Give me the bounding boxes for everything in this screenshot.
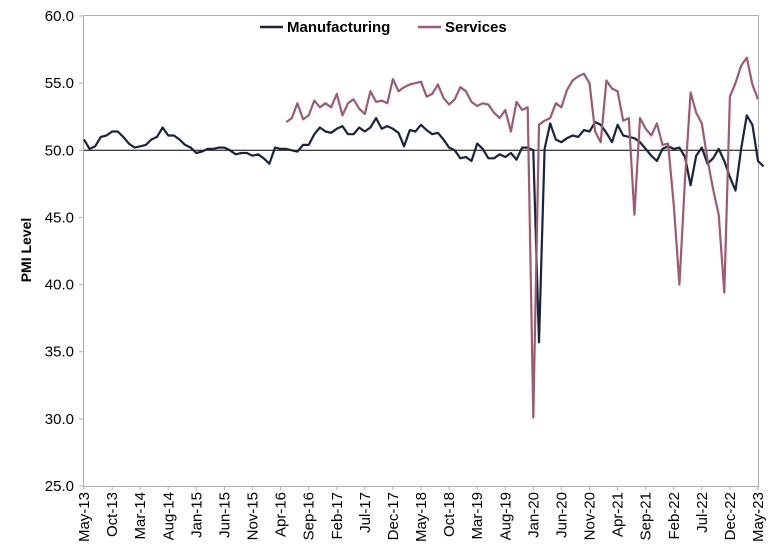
x-tick-label: May-13 — [76, 492, 93, 542]
series-lines — [83, 56, 765, 419]
x-tick-label: Oct-13 — [104, 492, 121, 537]
y-tick-label: 60.0 — [45, 8, 74, 25]
x-tick-label: Sep-21 — [638, 492, 655, 540]
x-tick-label: Apr-21 — [610, 492, 627, 537]
x-tick-label: Feb-17 — [329, 492, 346, 540]
y-tick-label: 25.0 — [45, 478, 74, 495]
x-tick-label: Oct-18 — [441, 492, 458, 537]
x-tick-label: Jun-20 — [553, 492, 570, 538]
x-tick-label: Apr-16 — [273, 492, 290, 537]
x-tick-label: Nov-20 — [582, 492, 599, 540]
x-tick-label: Jul-17 — [357, 492, 374, 533]
y-axis-title: PMI Level — [18, 218, 34, 283]
x-axis: May-13 Oct-13 Mar-14 Aug-14 Jan-15 Jun-15 Nov-… — [76, 486, 767, 542]
x-tick-label: Dec-22 — [722, 492, 739, 540]
series-line-services — [285, 56, 760, 419]
x-tick-label: Nov-15 — [245, 492, 262, 540]
x-tick-label: Jun-15 — [216, 492, 233, 538]
y-tick-label: 40.0 — [45, 277, 74, 294]
x-tick-label: Dec-17 — [385, 492, 402, 540]
x-tick-label: Sep-16 — [301, 492, 318, 540]
plot-area-frame — [83, 15, 759, 487]
y-axis: 25.0 30.0 35.0 40.0 45.0 50.0 55.0 60.0 — [45, 8, 84, 495]
x-tick-label: Jul-22 — [694, 492, 711, 533]
legend-label-services: Services — [445, 19, 507, 36]
y-tick-label: 45.0 — [45, 209, 74, 226]
y-tick-label: 35.0 — [45, 344, 74, 361]
x-tick-label: Aug-14 — [160, 492, 177, 540]
y-tick-label: 55.0 — [45, 75, 74, 92]
legend-label-manufacturing: Manufacturing — [287, 19, 390, 36]
x-tick-label: Jan-20 — [525, 492, 542, 538]
legend: Manufacturing Services — [260, 19, 507, 36]
y-tick-label: 50.0 — [45, 142, 74, 159]
x-tick-label: May-23 — [750, 492, 767, 542]
y-tick-label: 30.0 — [45, 411, 74, 428]
x-tick-label: Mar-19 — [469, 492, 486, 540]
x-tick-label: Mar-14 — [132, 492, 149, 540]
x-tick-label: Feb-22 — [666, 492, 683, 540]
x-tick-label: Aug-19 — [497, 492, 514, 540]
x-tick-label: May-18 — [413, 492, 430, 542]
series-line-manufacturing — [83, 114, 765, 344]
x-tick-label: Jan-15 — [188, 492, 205, 538]
